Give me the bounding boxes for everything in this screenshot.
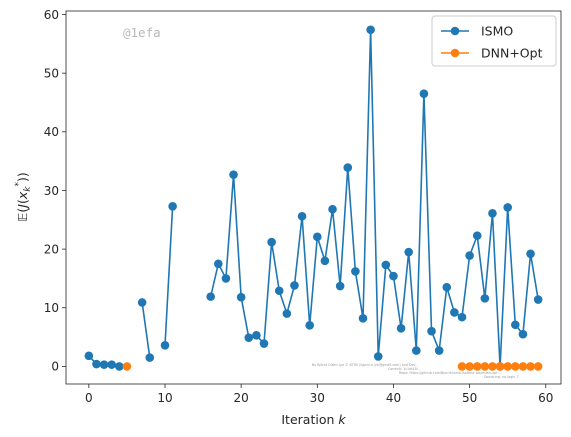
x-tick-label: 0 (85, 391, 93, 405)
data-point-ismo (351, 267, 360, 276)
data-point-dnn-opt (503, 362, 512, 371)
x-tick-label: 20 (234, 391, 249, 405)
y-tick-label: 30 (44, 184, 59, 198)
data-point-ismo (457, 312, 467, 322)
data-point-ismo (434, 346, 444, 355)
data-point-ismo (526, 249, 535, 259)
data-point-ismo (259, 339, 269, 348)
data-point-dnn-opt (533, 362, 543, 371)
data-point-ismo (503, 203, 512, 212)
data-point-ismo (396, 323, 406, 333)
data-point-ismo (236, 292, 246, 302)
data-point-ismo (99, 360, 109, 369)
data-point-ismo (274, 286, 284, 296)
data-point-ismo (145, 353, 155, 362)
data-point-dnn-opt (526, 362, 535, 371)
data-point-ismo (450, 308, 459, 317)
data-point-ismo (419, 89, 429, 98)
data-point-ismo (290, 281, 299, 290)
series-line-ismo (141, 302, 151, 358)
data-point-ismo (84, 351, 94, 361)
data-point-ismo (335, 281, 345, 291)
series-layer (84, 25, 543, 371)
series-line-ismo (164, 206, 174, 346)
credit-line: Docstring: no-login-7 (484, 375, 519, 379)
data-point-ismo (107, 360, 116, 369)
data-point-ismo (320, 256, 330, 266)
data-point-ismo (282, 309, 292, 318)
data-point-ismo (533, 295, 543, 304)
data-point-ismo (488, 209, 497, 218)
data-point-ismo (115, 362, 124, 371)
data-point-ismo (366, 25, 375, 35)
x-tick-label: 30 (310, 391, 325, 405)
data-point-ismo (343, 163, 353, 172)
data-point-dnn-opt (495, 362, 505, 371)
credit-line: Commit: 1c1ef43f... (388, 367, 421, 371)
data-point-ismo (480, 294, 490, 303)
x-tick-label: 40 (386, 391, 401, 405)
data-point-ismo (214, 259, 223, 269)
legend-label-dnn-opt: DNN+Opt (481, 46, 543, 61)
data-point-ismo (404, 247, 413, 257)
data-point-ismo (442, 282, 452, 292)
data-point-ismo (389, 271, 398, 281)
plot-area (66, 11, 561, 384)
legend-marker-dnn-opt (450, 48, 460, 58)
data-point-ismo (427, 326, 436, 336)
data-point-ismo (221, 274, 231, 283)
credit-text: By Björnt Olsen Lye © BTRS (bjornl.e.lye… (312, 363, 519, 379)
x-axis-label: Iteration k (281, 412, 346, 427)
data-point-dnn-opt (472, 362, 482, 371)
data-point-ismo (244, 333, 254, 342)
plot-frame (65, 10, 562, 385)
data-point-ismo (229, 170, 238, 179)
data-point-ismo (168, 201, 177, 211)
data-point-ismo (160, 340, 170, 350)
data-point-ismo (252, 331, 261, 340)
data-point-dnn-opt (465, 362, 474, 371)
data-point-dnn-opt (518, 362, 528, 371)
axes-layer: 0 10 20 30 40 50 60 0 10 20 30 40 50 60 (44, 8, 554, 405)
data-point-dnn-opt (511, 362, 520, 371)
data-point-ismo (381, 260, 391, 270)
y-tick-label: 0 (51, 360, 59, 374)
data-point-ismo (518, 329, 528, 339)
data-point-ismo (297, 211, 307, 221)
data-point-ismo (313, 232, 322, 242)
data-point-ismo (305, 321, 314, 330)
data-point-ismo (206, 292, 215, 301)
y-tick-label: 50 (44, 66, 59, 80)
data-point-dnn-opt (480, 362, 490, 371)
data-point-dnn-opt (122, 362, 132, 371)
data-point-ismo (328, 204, 337, 214)
data-point-ismo (373, 352, 383, 361)
watermark-text: @1efa (123, 25, 161, 40)
y-tick-label: 10 (44, 301, 59, 315)
data-point-ismo (511, 320, 520, 330)
y-tick-label: 60 (44, 8, 59, 22)
y-tick-label: 40 (44, 125, 59, 139)
legend-label-ismo: ISMO (481, 24, 513, 39)
data-point-ismo (472, 231, 482, 240)
data-point-ismo (137, 298, 147, 307)
data-point-ismo (358, 314, 368, 323)
series-line-ismo (209, 28, 539, 368)
legend-marker-ismo (450, 26, 460, 36)
legend: ISMO DNN+Opt (431, 15, 557, 67)
credit-line: Repo: https://github.com/Bjornlt/ismo-is… (399, 371, 501, 375)
credit-line: By Björnt Olsen Lye © BTRS (bjornl.e.lye… (312, 363, 418, 367)
data-point-ismo (92, 359, 101, 369)
data-point-ismo (267, 237, 276, 247)
x-tick-label: 60 (538, 391, 553, 405)
x-tick-label: 10 (157, 391, 172, 405)
y-tick-label: 20 (44, 242, 59, 256)
data-point-dnn-opt (488, 362, 497, 371)
data-point-ismo (465, 251, 474, 260)
x-tick-label: 50 (462, 391, 477, 405)
data-point-dnn-opt (457, 362, 467, 371)
data-point-ismo (412, 346, 421, 355)
